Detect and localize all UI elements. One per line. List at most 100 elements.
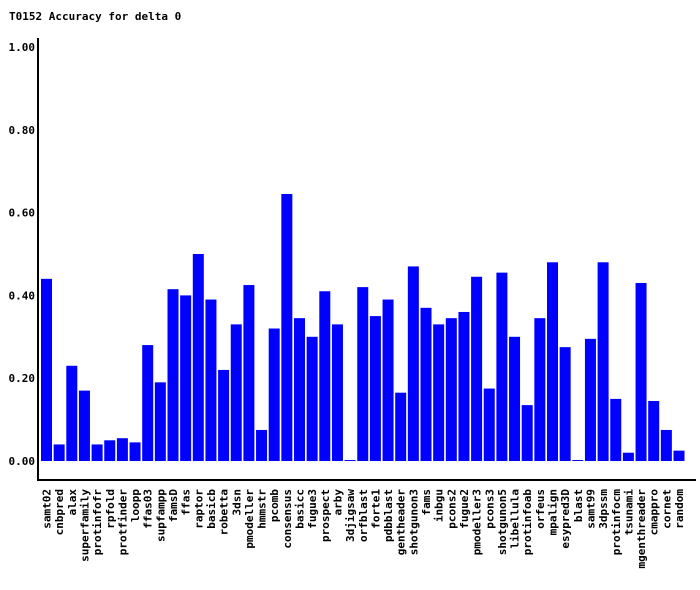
bar [230, 324, 242, 461]
x-tick-label: pmodeller [243, 489, 256, 549]
bar [445, 318, 457, 461]
bar [205, 299, 217, 461]
bar [256, 429, 268, 461]
bar [331, 324, 343, 461]
x-tick-label: cornet [660, 489, 673, 529]
bar [294, 318, 305, 461]
bar [635, 282, 647, 461]
bar [369, 316, 381, 461]
bar [622, 452, 634, 461]
x-tick-label: 3djigsaw [344, 489, 357, 542]
y-tick-labels: 0.00 0.20 0.40 0.60 0.80 1.00 [9, 41, 36, 468]
bar [129, 442, 141, 461]
x-tick-label: prospect [319, 489, 332, 542]
x-tick-label: random [673, 489, 686, 529]
bar [104, 440, 116, 461]
x-tick-label: supfampp [154, 489, 167, 542]
x-tick-label: pdbblast [382, 489, 395, 542]
y-tick-label: 1.00 [9, 41, 36, 54]
x-tick-label: raptor [192, 489, 205, 529]
bar [584, 338, 596, 461]
bar [420, 307, 432, 461]
x-tick-label: fugue3 [306, 489, 319, 529]
bar [433, 324, 445, 461]
bar [458, 311, 470, 461]
x-tick-label: blast [572, 489, 585, 522]
bar [395, 392, 407, 461]
x-tick-label: rpfold [104, 489, 117, 529]
x-tick-label: ffas03 [142, 489, 155, 529]
x-tick-label: fugue2 [458, 489, 471, 529]
x-tick-label: superfamily [78, 489, 91, 562]
x-tick-label: orfblast [357, 489, 370, 542]
bar [660, 429, 672, 461]
bar [357, 287, 369, 461]
bar [547, 262, 558, 461]
x-tick-label: libellula [509, 489, 522, 549]
bar [142, 345, 154, 461]
bar [471, 276, 483, 461]
bar [66, 365, 78, 461]
y-tick-label: 0.80 [9, 124, 36, 137]
x-tick-label: 3dsn [230, 489, 243, 516]
bar [268, 328, 280, 461]
x-tick-label: protinfocm [610, 489, 623, 556]
bar [319, 291, 331, 461]
x-tick-label: cmappro [648, 489, 661, 536]
bar [91, 444, 103, 461]
bar [407, 266, 419, 461]
bars [41, 193, 685, 461]
bar [78, 390, 90, 461]
x-tick-label: shotgunon5 [496, 489, 509, 555]
x-tick-label: arby [331, 489, 344, 516]
x-tick-label: inbgu [433, 489, 446, 522]
bar [116, 438, 128, 461]
x-tick-label: pcomb [268, 489, 281, 522]
bar [53, 444, 65, 461]
bar [180, 295, 192, 461]
x-tick-label: mpalign [547, 489, 560, 535]
x-tick-label: protinfofr [91, 489, 104, 556]
bar [243, 285, 255, 461]
x-tick-label: 3dpssm [597, 489, 610, 529]
bar [509, 336, 521, 461]
x-tick-label: consensus [281, 489, 294, 549]
x-tick-label: basicb [205, 489, 218, 529]
bar [41, 278, 52, 461]
x-tick-label: fams [420, 489, 433, 516]
x-tick-label: orfeus [534, 489, 547, 529]
x-tick-label: protinfoab [521, 489, 534, 556]
x-tick-label: samt02 [41, 489, 54, 529]
bar [648, 400, 660, 461]
bar [610, 398, 622, 461]
x-tick-label: tsunami [622, 489, 635, 536]
chart-title: T0152 Accuracy for delta 0 [9, 10, 182, 23]
x-tick-label: cnbpred [53, 489, 66, 535]
x-tick-label: basicc [294, 489, 307, 529]
x-tick-label: gentheader [395, 489, 408, 556]
x-tick-label: robetta [218, 489, 231, 535]
bar [673, 450, 685, 461]
y-tick-label: 0.40 [9, 289, 36, 302]
x-tick-label: esypred3D [559, 489, 572, 549]
bar [344, 460, 356, 461]
x-tick-label: alax [66, 489, 79, 516]
bar [281, 193, 293, 461]
x-tick-label: famsD [167, 489, 180, 522]
bar [597, 262, 609, 461]
bar [306, 336, 318, 461]
bar [218, 369, 230, 461]
bar [572, 460, 584, 461]
bar [534, 318, 546, 461]
bar [167, 289, 179, 461]
category-labels: samt02 cnbpred alax superfamily protinfofr rp… [41, 489, 687, 569]
x-tick-label: ffas [180, 489, 193, 516]
x-tick-label: loopp [129, 489, 142, 522]
bar [382, 299, 394, 461]
x-tick-label: mgenthreader [635, 489, 648, 569]
axes [37, 38, 696, 481]
y-tick-label: 0.00 [9, 455, 36, 468]
x-tick-label: pmodeller3 [471, 489, 484, 555]
x-tick-label: shotgunon3 [407, 489, 420, 555]
